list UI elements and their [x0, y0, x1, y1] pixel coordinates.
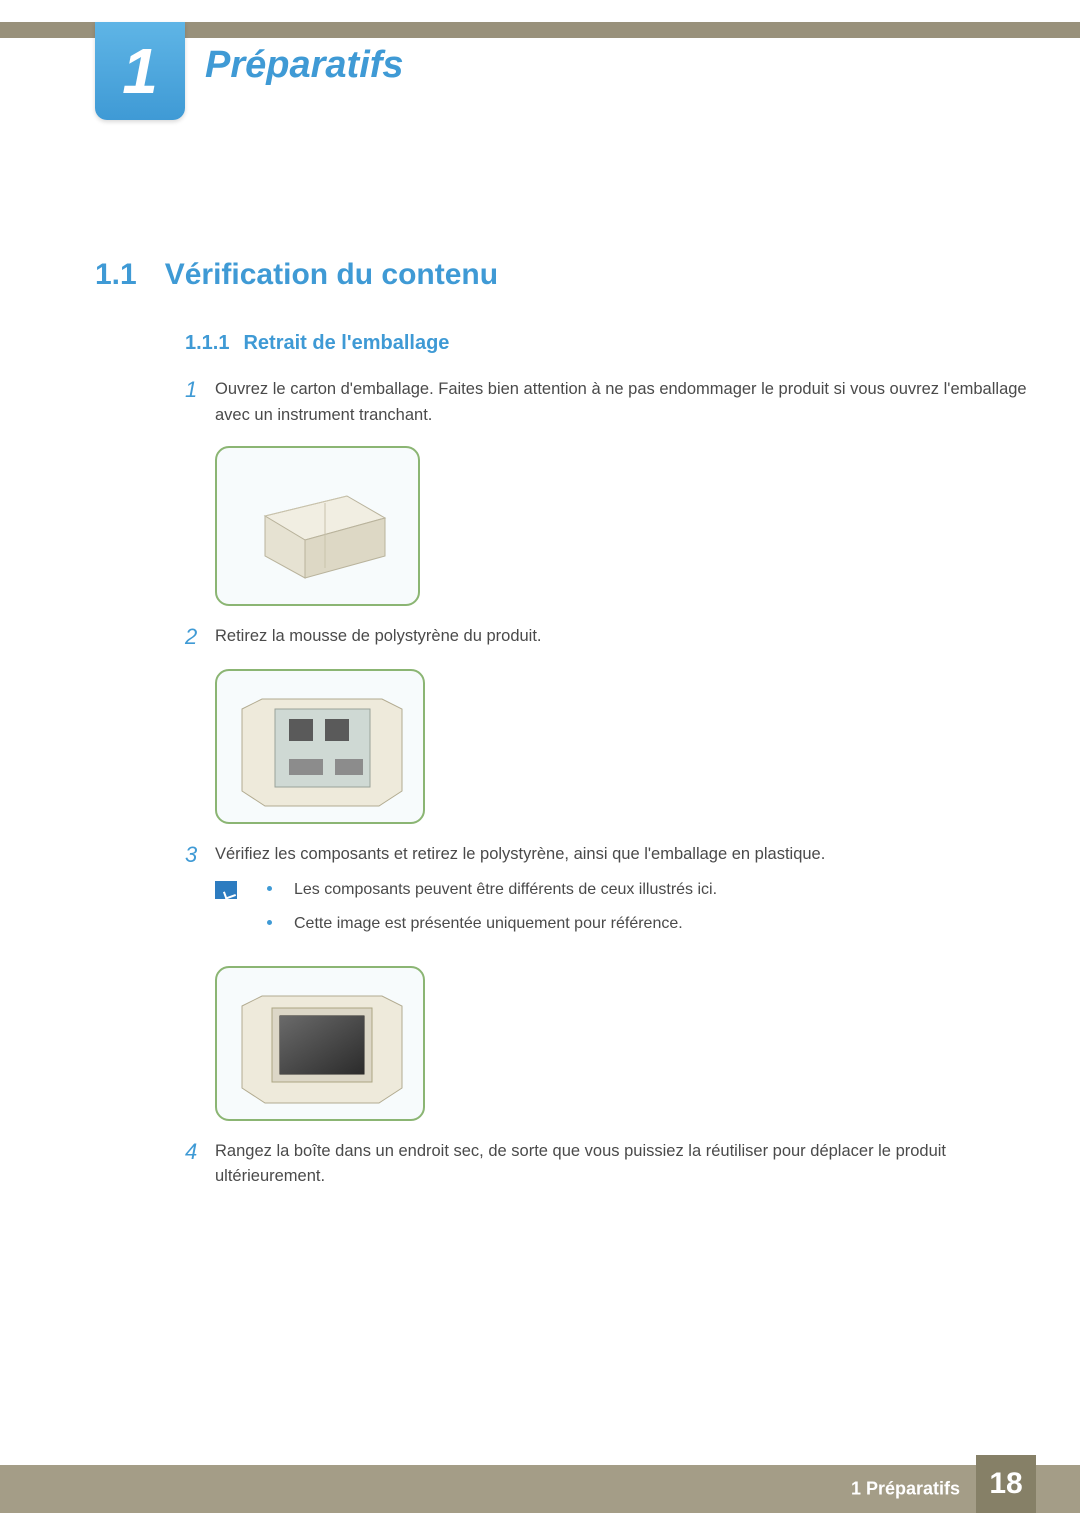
note-block: Les composants peuvent être différents d… — [215, 878, 1028, 946]
figure-foam — [215, 669, 425, 824]
note-icon — [215, 881, 237, 899]
monitor-illustration-icon — [217, 968, 427, 1123]
chapter-number: 1 — [122, 34, 158, 108]
note-item: Cette image est présentée uniquement pou… — [267, 912, 1028, 936]
subsection-heading: 1.1.1 Retrait de l'emballage — [185, 332, 1028, 355]
step-text: Vérifiez les composants et retirez le po… — [215, 842, 1028, 868]
step-number: 1 — [185, 377, 215, 428]
content-area: 1.1 Vérification du contenu 1.1.1 Retrai… — [95, 258, 1028, 1200]
bullet-icon — [267, 920, 272, 925]
bullet-icon — [267, 886, 272, 891]
figure-monitor — [215, 966, 425, 1121]
step-number: 3 — [185, 842, 215, 868]
step-number: 4 — [185, 1139, 215, 1190]
section-heading: 1.1 Vérification du contenu — [95, 258, 1028, 292]
note-list: Les composants peuvent être différents d… — [267, 878, 1028, 946]
footer: 1 Préparatifs — [0, 1465, 1080, 1513]
step-text: Rangez la boîte dans un endroit sec, de … — [215, 1139, 1028, 1190]
step: 4 Rangez la boîte dans un endroit sec, d… — [185, 1139, 1028, 1190]
step: 2 Retirez la mousse de polystyrène du pr… — [185, 624, 1028, 650]
subsection-number: 1.1.1 — [185, 332, 229, 355]
chapter-tab: 1 — [95, 22, 185, 120]
step-number: 2 — [185, 624, 215, 650]
page-number: 18 — [976, 1455, 1036, 1513]
foam-illustration-icon — [217, 671, 427, 826]
step-text: Ouvrez le carton d'emballage. Faites bie… — [215, 377, 1028, 428]
step: 1 Ouvrez le carton d'emballage. Faites b… — [185, 377, 1028, 428]
section-number: 1.1 — [95, 258, 137, 292]
footer-label: 1 Préparatifs — [851, 1479, 960, 1500]
section-title: Vérification du contenu — [165, 258, 498, 292]
subsection-title: Retrait de l'emballage — [243, 332, 449, 355]
figure-box — [215, 446, 420, 606]
step-text: Retirez la mousse de polystyrène du prod… — [215, 624, 1028, 650]
page: 1 Préparatifs 1.1 Vérification du conten… — [0, 0, 1080, 1527]
box-illustration-icon — [217, 448, 422, 608]
note-item: Les composants peuvent être différents d… — [267, 878, 1028, 902]
note-text: Les composants peuvent être différents d… — [294, 878, 717, 902]
note-text: Cette image est présentée uniquement pou… — [294, 912, 683, 936]
chapter-title: Préparatifs — [205, 44, 404, 87]
step: 3 Vérifiez les composants et retirez le … — [185, 842, 1028, 868]
